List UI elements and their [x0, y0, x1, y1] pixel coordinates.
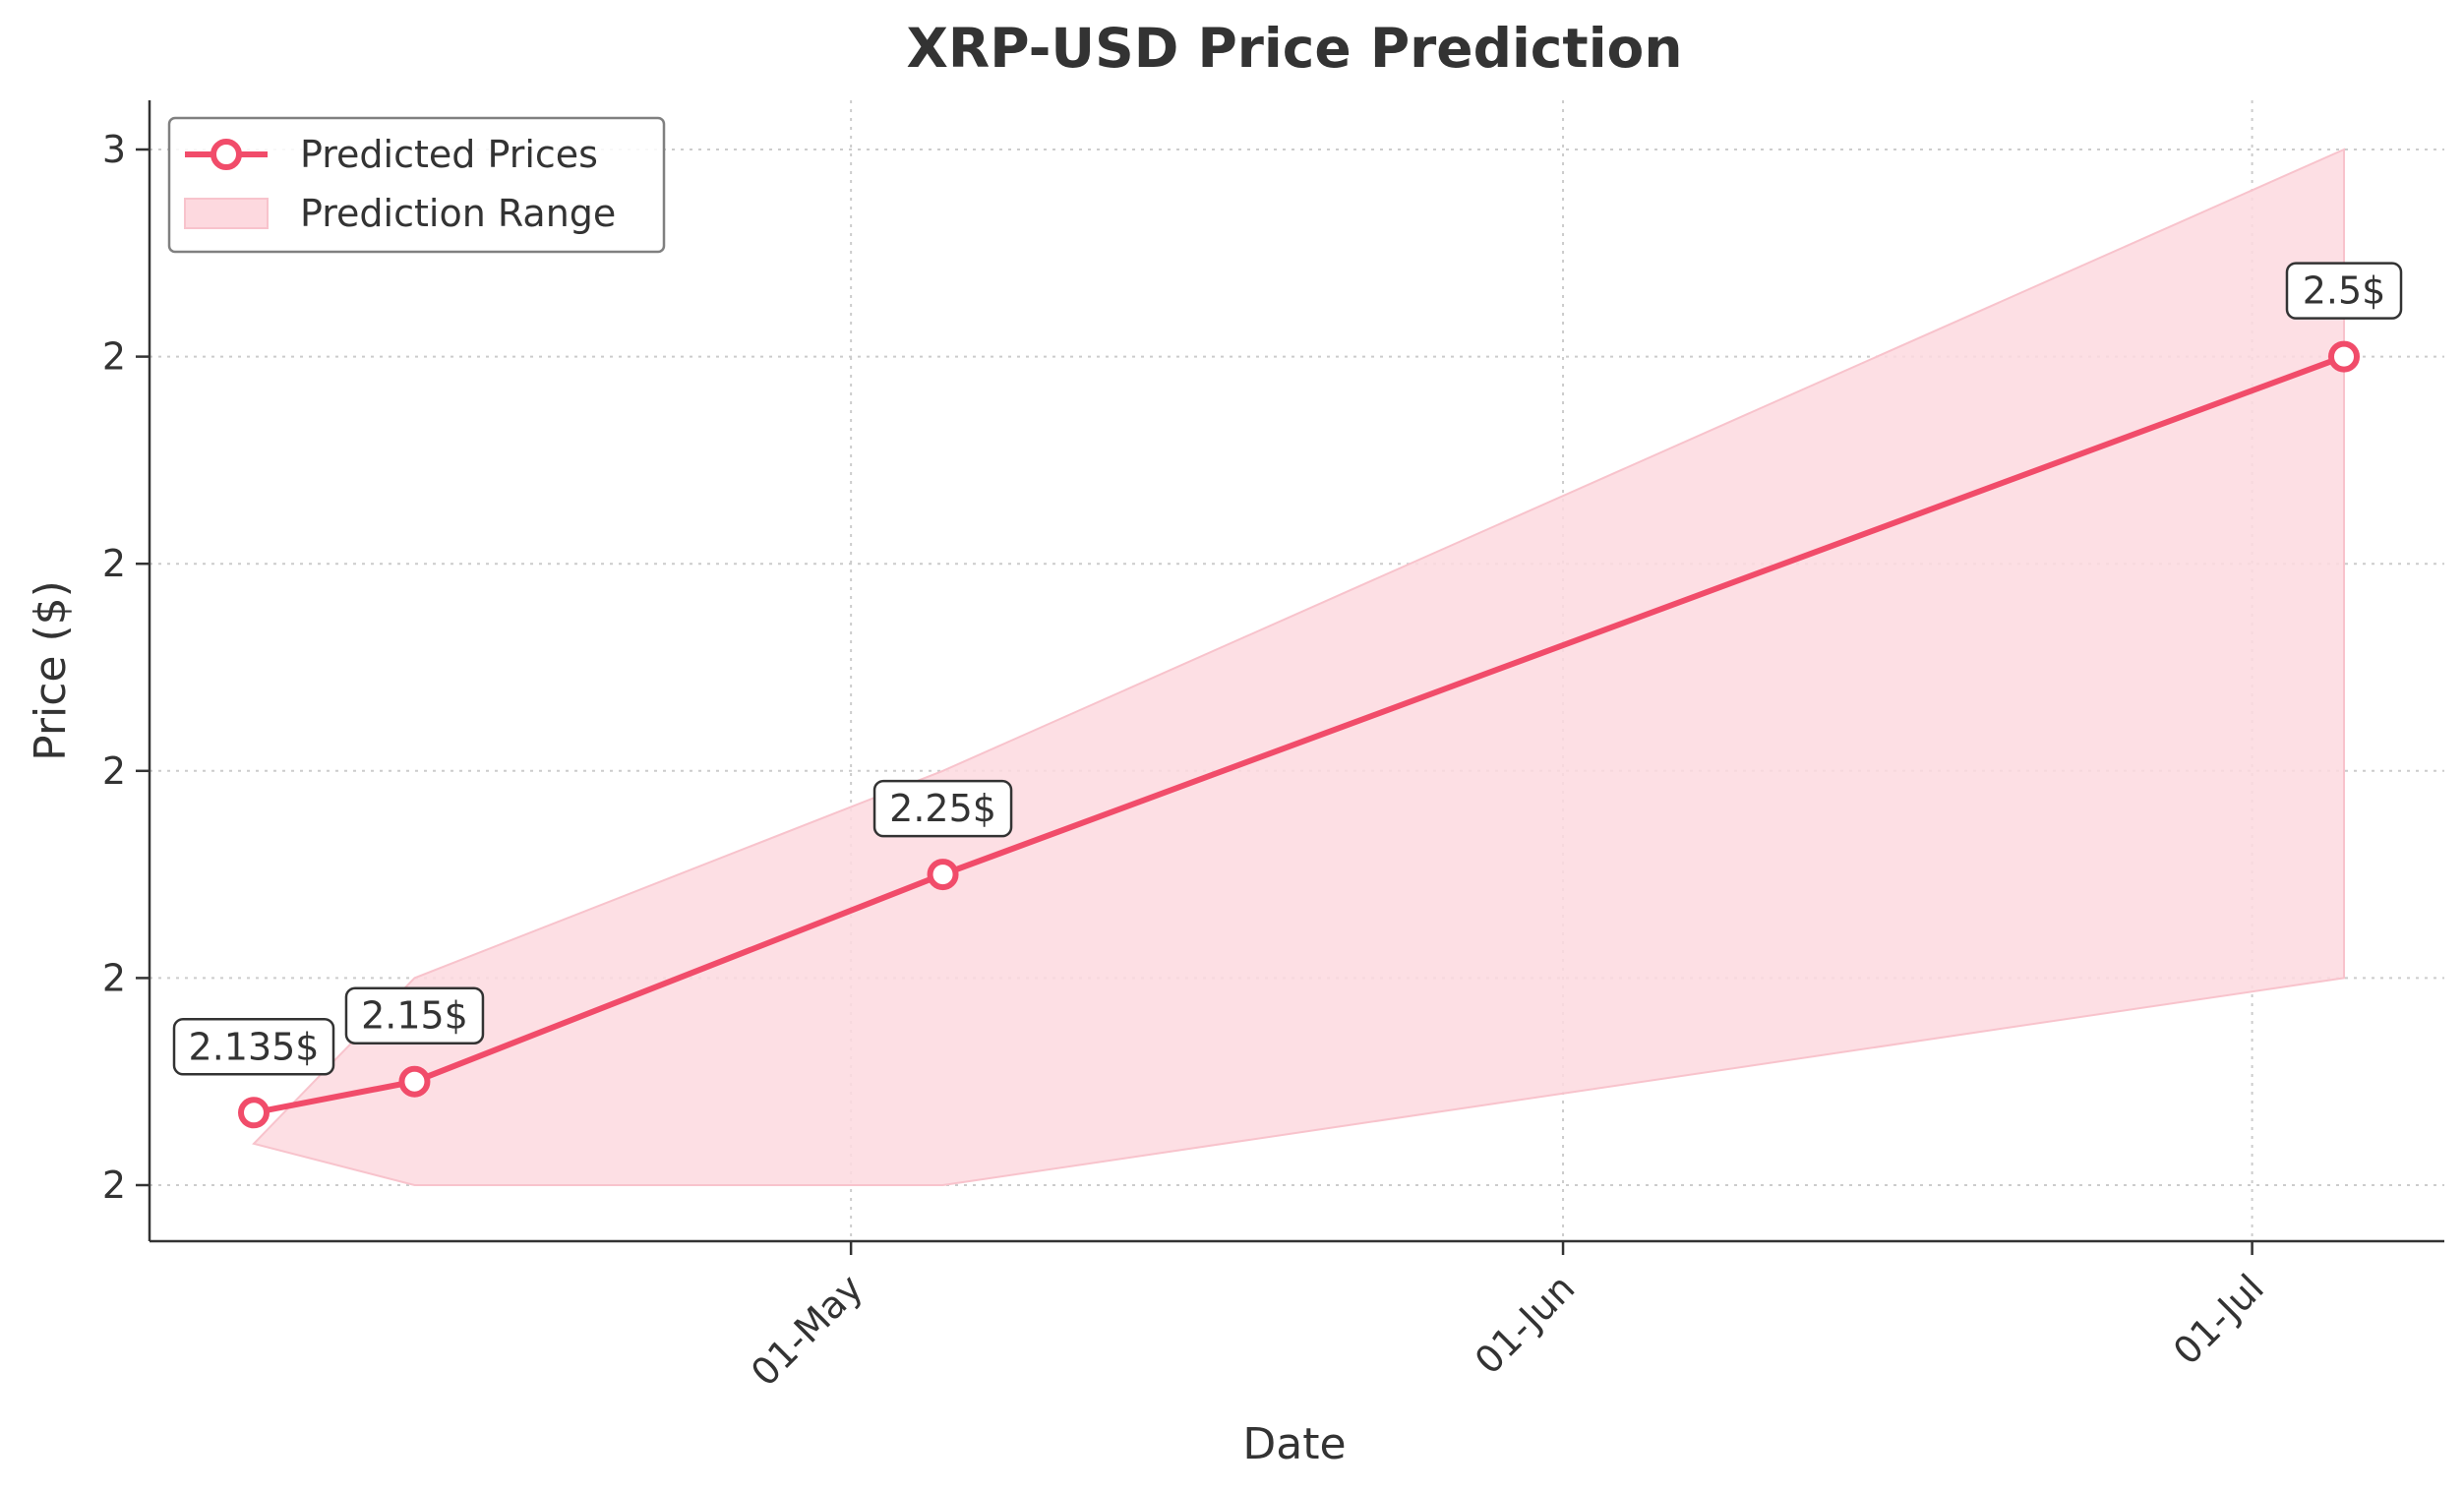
- y-tick-label: 2: [102, 542, 126, 585]
- data-label: 2.15$: [344, 986, 485, 1044]
- legend-label-predicted: Predicted Prices: [300, 133, 598, 176]
- y-tick-label: 2: [102, 749, 126, 793]
- legend-frame: [167, 116, 666, 254]
- prediction-range-area: [252, 148, 2345, 1186]
- predicted-price-point: [238, 1097, 270, 1129]
- legend: Predicted Prices Prediction Range: [167, 116, 666, 254]
- y-axis-label: Price ($): [26, 580, 76, 761]
- predicted-prices-line: [238, 340, 2360, 1129]
- predicted-prices-path: [253, 353, 2346, 1116]
- y-tick-label: 3: [102, 128, 126, 171]
- prediction-range-band: [252, 148, 2345, 1186]
- data-label: 2.25$: [872, 779, 1013, 838]
- data-label-text: 2.135$: [189, 1025, 320, 1068]
- data-label-text: 2.15$: [361, 994, 468, 1038]
- data-labels: 2.135$ 2.15$ 2.25$ 2.5$: [172, 262, 2403, 1076]
- legend-label-range: Prediction Range: [300, 192, 616, 235]
- data-label-box: [2285, 262, 2403, 320]
- data-label-text: 2.5$: [2303, 269, 2386, 313]
- legend-band-swatch: [184, 198, 269, 229]
- x-axis-label: Date: [1242, 1419, 1346, 1469]
- y-tick-label: 2: [102, 956, 126, 999]
- legend-marker-swatch: [210, 139, 242, 170]
- data-label-box: [872, 779, 1013, 838]
- data-label-box: [344, 986, 485, 1044]
- y-tick-label: 2: [102, 1164, 126, 1207]
- data-label: 2.5$: [2285, 262, 2403, 320]
- predicted-price-point: [398, 1065, 431, 1098]
- data-label-text: 2.25$: [889, 787, 996, 830]
- chart-title: XRP-USD Price Prediction: [907, 17, 1683, 80]
- data-label-box: [172, 1018, 335, 1076]
- y-tick-label: 2: [102, 335, 126, 379]
- predicted-price-point: [927, 859, 959, 891]
- predicted-price-point: [2328, 340, 2360, 373]
- data-label: 2.135$: [172, 1018, 335, 1076]
- axes: [148, 100, 2444, 1243]
